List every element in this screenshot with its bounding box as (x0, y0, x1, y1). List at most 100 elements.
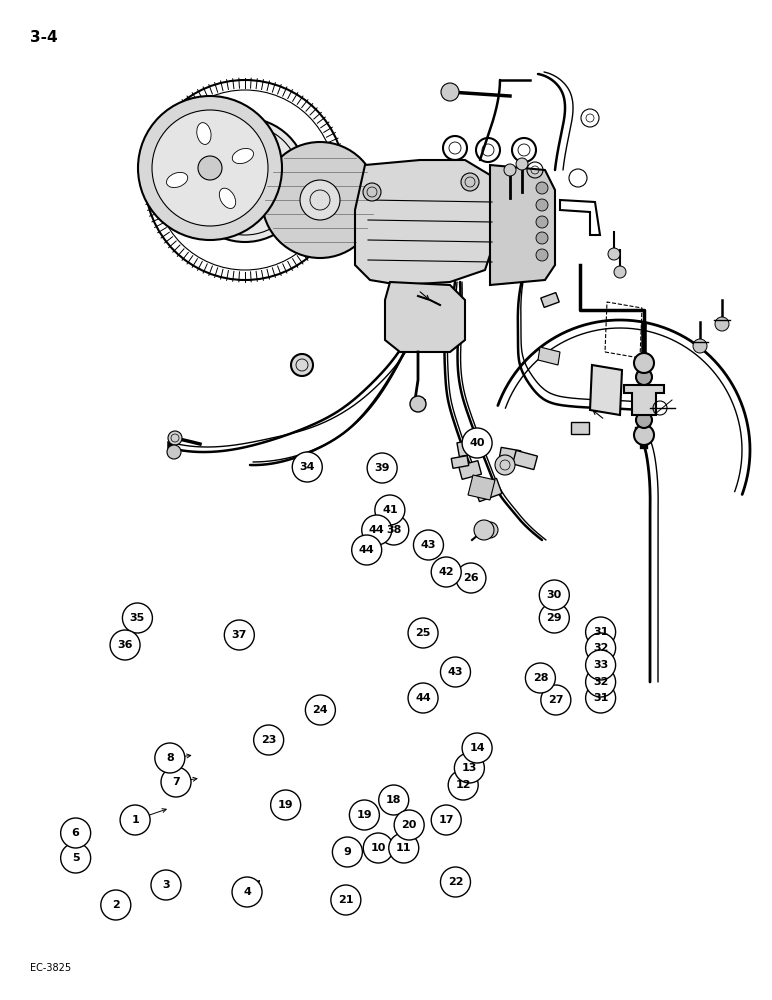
Polygon shape (474, 478, 502, 502)
Circle shape (333, 837, 362, 867)
Text: 7: 7 (172, 777, 180, 787)
Circle shape (183, 118, 307, 242)
Polygon shape (355, 160, 495, 285)
Circle shape (634, 425, 654, 445)
Text: 31: 31 (593, 693, 608, 703)
Text: 38: 38 (386, 525, 401, 535)
Ellipse shape (167, 172, 188, 188)
Text: 31: 31 (593, 627, 608, 637)
Text: 23: 23 (261, 735, 276, 745)
Circle shape (225, 620, 254, 650)
Text: 9: 9 (344, 847, 351, 857)
Text: 28: 28 (533, 673, 548, 683)
Circle shape (608, 248, 620, 260)
Circle shape (363, 183, 381, 201)
Circle shape (449, 770, 478, 800)
Circle shape (462, 428, 492, 458)
Text: 11: 11 (396, 843, 411, 853)
Circle shape (364, 833, 393, 863)
Polygon shape (624, 385, 664, 415)
Text: 37: 37 (232, 630, 247, 640)
Text: 36: 36 (117, 640, 133, 650)
Polygon shape (538, 347, 560, 365)
Text: 8: 8 (166, 753, 174, 763)
Text: 18: 18 (386, 795, 401, 805)
Circle shape (414, 530, 443, 560)
Circle shape (536, 249, 548, 261)
Text: 4: 4 (243, 887, 251, 897)
Text: 22: 22 (448, 877, 463, 887)
Circle shape (262, 142, 378, 258)
Circle shape (614, 266, 626, 278)
Ellipse shape (218, 152, 256, 208)
Circle shape (516, 158, 528, 170)
Text: 25: 25 (415, 628, 431, 638)
Polygon shape (452, 456, 469, 468)
Circle shape (300, 180, 340, 220)
Polygon shape (490, 165, 555, 285)
Circle shape (379, 785, 408, 815)
Circle shape (455, 753, 484, 783)
Circle shape (367, 453, 397, 483)
Circle shape (155, 743, 185, 773)
Circle shape (271, 790, 300, 820)
Circle shape (536, 199, 548, 211)
Circle shape (151, 870, 181, 900)
Circle shape (441, 83, 459, 101)
Text: 3-4: 3-4 (30, 30, 58, 45)
Circle shape (636, 369, 652, 385)
Text: 29: 29 (547, 613, 562, 623)
Circle shape (526, 663, 555, 693)
Circle shape (432, 805, 461, 835)
Text: 6: 6 (72, 828, 80, 838)
Circle shape (110, 630, 140, 660)
Circle shape (362, 515, 391, 545)
Circle shape (536, 216, 548, 228)
Circle shape (536, 232, 548, 244)
Circle shape (123, 603, 152, 633)
Circle shape (352, 535, 381, 565)
Text: EC-3825: EC-3825 (30, 963, 71, 973)
Circle shape (636, 412, 652, 428)
Circle shape (410, 396, 426, 412)
Circle shape (474, 520, 494, 540)
Polygon shape (590, 365, 622, 415)
Circle shape (586, 667, 615, 697)
Circle shape (541, 685, 571, 715)
Text: 42: 42 (438, 567, 454, 577)
Text: 32: 32 (593, 643, 608, 653)
Text: 30: 30 (547, 590, 562, 600)
Text: 43: 43 (421, 540, 436, 550)
Text: 26: 26 (463, 573, 479, 583)
Text: 14: 14 (469, 743, 485, 753)
Circle shape (394, 810, 424, 840)
Text: 43: 43 (448, 667, 463, 677)
Ellipse shape (197, 123, 211, 144)
Circle shape (61, 818, 90, 848)
Circle shape (540, 603, 569, 633)
Circle shape (231, 166, 259, 194)
Text: 44: 44 (359, 545, 374, 555)
Circle shape (306, 695, 335, 725)
Circle shape (586, 650, 615, 680)
Circle shape (461, 173, 479, 191)
Circle shape (504, 164, 516, 176)
Circle shape (120, 805, 150, 835)
Text: 44: 44 (369, 525, 384, 535)
Text: 19: 19 (357, 810, 372, 820)
Circle shape (408, 618, 438, 648)
Text: 12: 12 (455, 780, 471, 790)
Circle shape (441, 867, 470, 897)
Circle shape (379, 515, 408, 545)
Polygon shape (464, 439, 480, 451)
Text: 35: 35 (130, 613, 145, 623)
Polygon shape (540, 293, 559, 307)
Circle shape (168, 431, 182, 445)
Circle shape (586, 683, 615, 713)
Circle shape (152, 110, 268, 226)
Text: 13: 13 (462, 763, 477, 773)
Text: 19: 19 (278, 800, 293, 810)
Text: 2: 2 (112, 900, 120, 910)
Circle shape (161, 767, 191, 797)
Circle shape (350, 800, 379, 830)
